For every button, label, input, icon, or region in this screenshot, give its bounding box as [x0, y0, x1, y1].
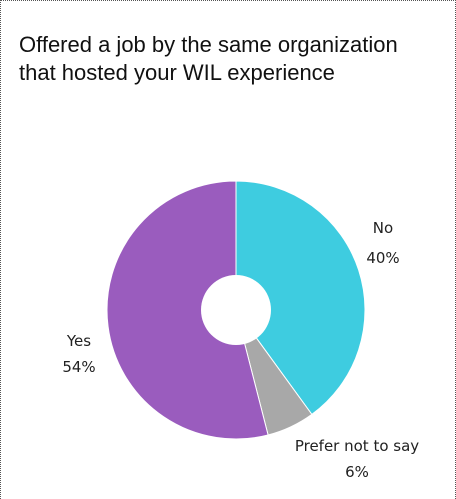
chart-title: Offered a job by the same organization t… [19, 31, 449, 87]
slice-value-yes: 54% [62, 358, 95, 376]
slice-label-no: No [373, 219, 393, 237]
chart-title-line-1: Offered a job by the same organization [19, 32, 398, 57]
slice-yes [106, 180, 269, 440]
slice-no [235, 180, 366, 416]
donut-slices [106, 180, 366, 440]
slice-label-yes: Yes [66, 332, 91, 350]
chart-title-line-2: that hosted your WIL experience [19, 60, 335, 85]
slice-label-prefer-not-to-say: Prefer not to say [295, 437, 419, 455]
slice-value-prefer-not-to-say: 6% [345, 463, 369, 481]
slice-value-no: 40% [366, 249, 399, 267]
donut-hole [201, 275, 271, 345]
